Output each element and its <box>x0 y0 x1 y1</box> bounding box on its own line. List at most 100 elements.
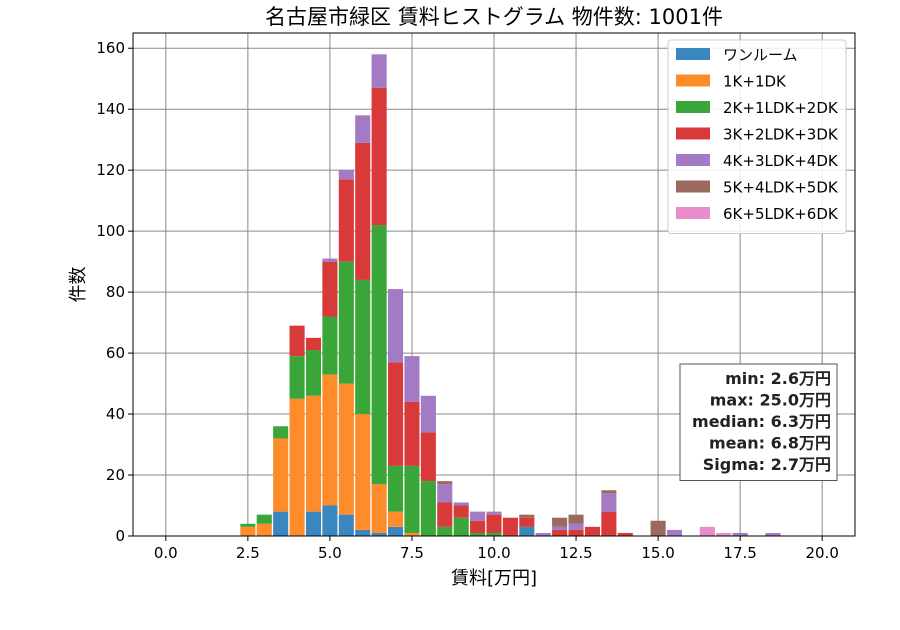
histogram-bar <box>404 532 420 536</box>
y-tick-label: 60 <box>106 344 125 362</box>
histogram-bar <box>666 529 683 536</box>
histogram-bar <box>305 337 322 351</box>
histogram-bar <box>355 529 371 536</box>
stats-line: max: 25.0万円 <box>710 391 831 410</box>
histogram-bar <box>322 261 338 317</box>
stats-line: Sigma: 2.7万円 <box>703 455 831 474</box>
legend-swatch <box>676 127 710 140</box>
histogram-bar <box>519 526 535 536</box>
histogram-bar <box>601 511 617 536</box>
y-axis-title: 件数 <box>68 267 89 303</box>
stats-box: min: 2.6万円 max: 25.0万円 median: 6.3万円 mean: … <box>679 363 838 481</box>
histogram-bar <box>650 520 666 536</box>
histogram-bar <box>240 526 256 536</box>
x-tick-label: 2.5 <box>236 544 260 562</box>
histogram-bar <box>322 316 338 375</box>
histogram-bar <box>387 511 404 527</box>
histogram-bar <box>420 395 436 433</box>
histogram-bar <box>584 526 601 536</box>
histogram-bar <box>289 398 305 536</box>
histogram-bar <box>371 225 387 485</box>
histogram-bar <box>404 356 420 402</box>
histogram-bar <box>256 523 272 536</box>
legend-label: 4K+3LDK+4DK <box>723 152 839 170</box>
stats-box-frame <box>679 363 838 481</box>
histogram-bar <box>387 526 404 536</box>
histogram-bar <box>601 490 617 494</box>
y-tick-label: 120 <box>96 161 125 179</box>
histogram-bar <box>732 532 748 536</box>
histogram-bar <box>486 532 502 536</box>
histogram-bar <box>322 258 338 262</box>
histogram-bar <box>552 529 568 536</box>
histogram-bar <box>240 523 256 527</box>
y-tick-label: 100 <box>96 222 125 240</box>
x-tick-label: 17.5 <box>723 544 756 562</box>
histogram-bar <box>420 481 436 536</box>
histogram-bar <box>322 505 338 536</box>
histogram-bar <box>470 532 486 536</box>
histogram-bar <box>355 414 371 530</box>
histogram-bar <box>470 511 486 521</box>
histogram-bar <box>371 87 387 226</box>
histogram-bar <box>486 511 502 515</box>
histogram-bar <box>552 526 568 530</box>
histogram-bar <box>404 465 420 533</box>
legend-swatch <box>676 101 710 113</box>
stats-line: min: 2.6万円 <box>725 369 831 388</box>
histogram-bar <box>453 502 469 506</box>
histogram-bar <box>453 505 469 518</box>
histogram-bar <box>552 517 568 527</box>
histogram-bar <box>273 511 289 536</box>
histogram-bar <box>568 514 584 524</box>
histogram-bar <box>338 261 354 384</box>
histogram-bar <box>355 142 371 280</box>
legend-label: 1K+1DK <box>723 73 787 91</box>
histogram-bar <box>519 514 535 518</box>
histogram-bar <box>437 502 453 527</box>
histogram-bar <box>568 529 584 536</box>
histogram-bar <box>273 426 289 439</box>
histogram-bar <box>305 511 322 536</box>
x-tick-label: 5.0 <box>318 544 342 562</box>
histogram-bar <box>617 532 633 536</box>
legend-label: 5K+4LDK+5DK <box>723 179 839 197</box>
y-tick-label: 140 <box>96 100 125 118</box>
histogram-bar <box>535 532 551 536</box>
stats-line: mean: 6.8万円 <box>709 434 831 453</box>
histogram-bar <box>305 350 322 396</box>
x-tick-label: 7.5 <box>400 544 424 562</box>
histogram-bar <box>355 279 371 415</box>
y-tick-label: 40 <box>106 405 125 423</box>
histogram-bar <box>322 374 338 506</box>
x-tick-label: 15.0 <box>641 544 674 562</box>
legend-swatch <box>676 180 710 193</box>
histogram-bar <box>568 523 584 530</box>
histogram-bar <box>338 170 354 180</box>
histogram-bar <box>289 325 305 357</box>
legend-swatch <box>676 154 710 166</box>
histogram-bar <box>470 520 486 533</box>
histogram-bar <box>437 481 453 485</box>
chart-title: 名古屋市緑区 賃料ヒストグラム 物件数: 1001件 <box>265 5 723 29</box>
y-axis-ticks: 0 20 40 60 80 100 120 140 160 <box>96 39 133 545</box>
histogram-bar <box>338 514 354 536</box>
y-tick-label: 20 <box>106 466 125 484</box>
histogram-bar <box>338 179 354 262</box>
x-tick-label: 10.0 <box>477 544 510 562</box>
histogram-bar <box>437 526 453 536</box>
legend-label: 2K+1LDK+2DK <box>723 99 839 117</box>
legend-label: 6K+5LDK+6DK <box>723 205 839 223</box>
histogram-bar <box>420 432 436 482</box>
histogram-bar <box>371 484 387 533</box>
histogram-bars <box>240 54 781 536</box>
histogram-bar <box>387 289 404 363</box>
histogram-bar <box>338 383 354 515</box>
legend-swatch <box>676 74 710 87</box>
y-tick-label: 0 <box>115 527 125 545</box>
legend-label: ワンルーム <box>723 46 798 64</box>
histogram-bar <box>486 514 502 533</box>
histogram-bar <box>273 438 289 512</box>
histogram-bar <box>387 362 404 466</box>
histogram-bar <box>453 517 469 536</box>
